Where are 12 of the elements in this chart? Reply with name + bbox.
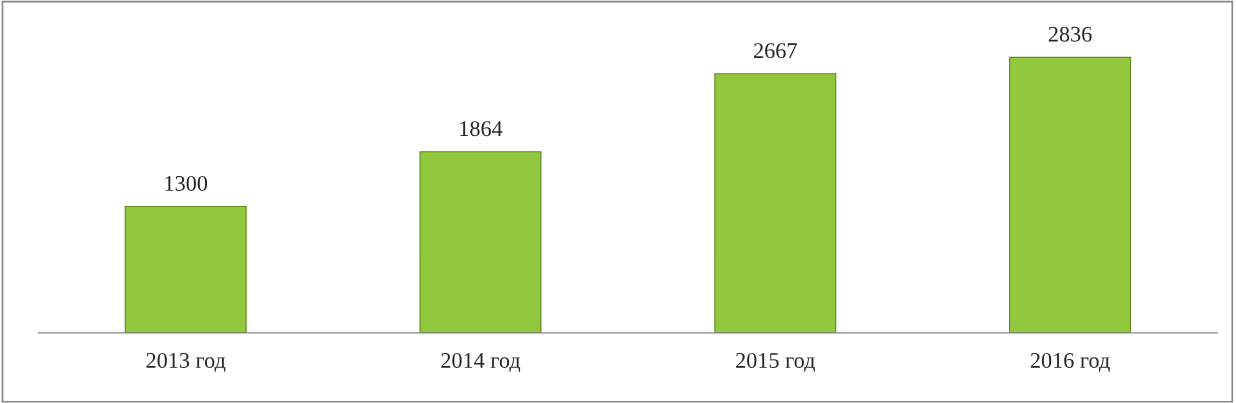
x-tick-label: 2014 год [441, 352, 521, 373]
data-label: 1300 [165, 175, 208, 191]
data-label: 2836 [1048, 26, 1092, 42]
x-tick-label: 2016 год [1030, 352, 1110, 373]
x-tick-label: 2015 год [736, 352, 815, 373]
bar [1009, 56, 1132, 333]
bar [124, 206, 247, 333]
bar [419, 151, 542, 333]
data-label: 2667 [754, 43, 797, 59]
bar [714, 73, 837, 333]
data-label: 1864 [460, 121, 503, 137]
x-tick-label: 2013 год [146, 352, 226, 373]
